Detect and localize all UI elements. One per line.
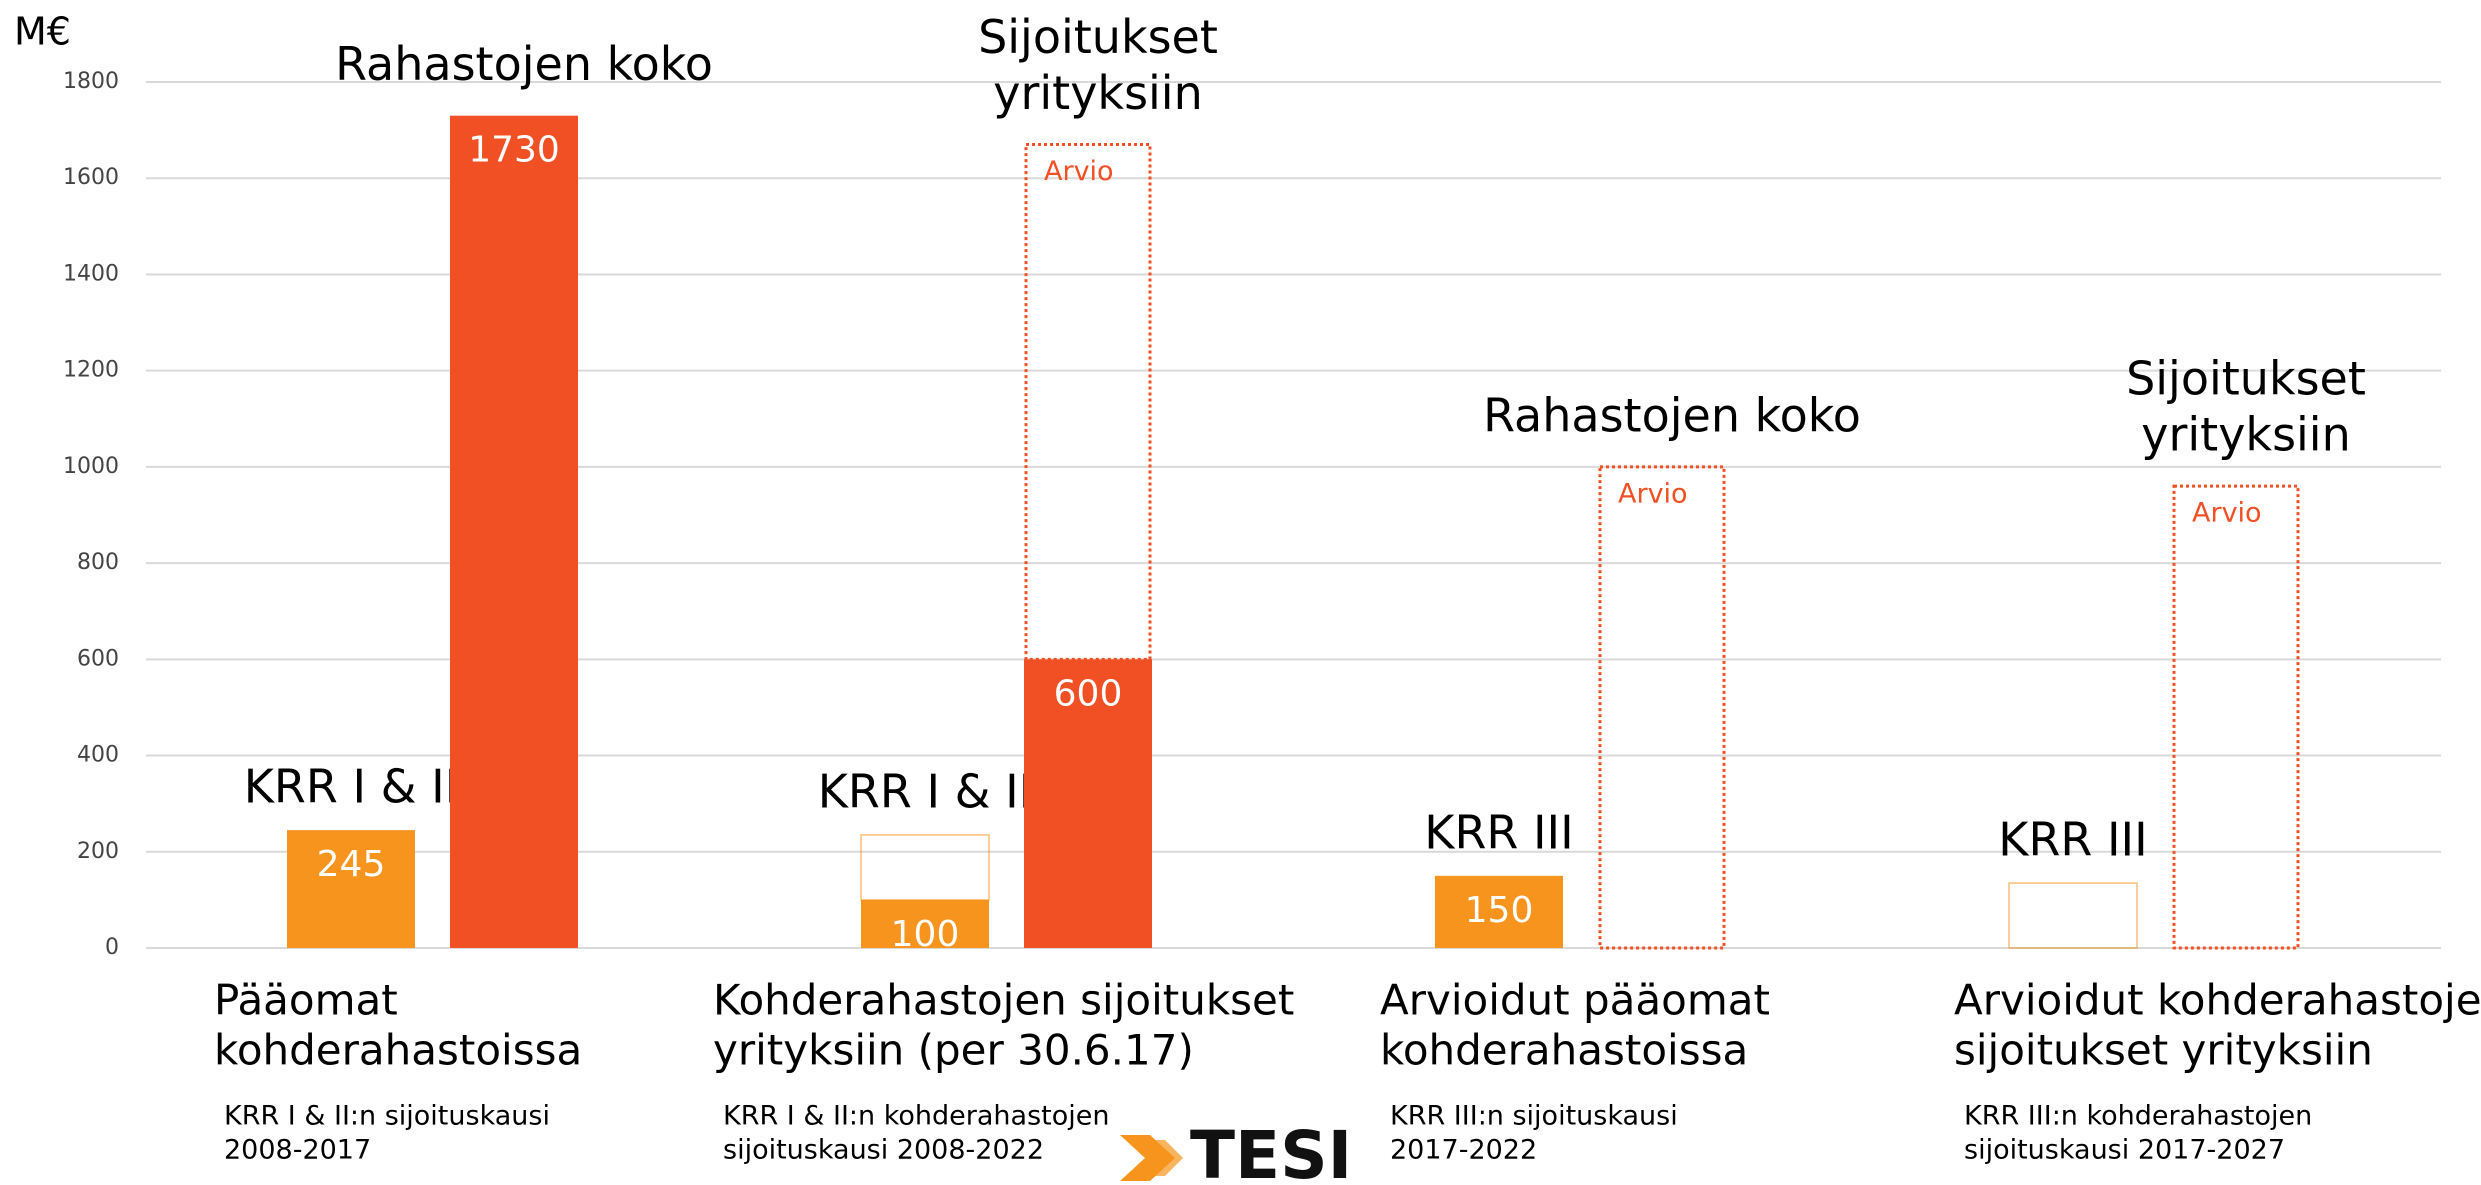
y-tick-label: 1400 — [63, 261, 119, 286]
bar-name: Sijoitukset — [2126, 352, 2366, 406]
y-tick-label: 200 — [77, 839, 119, 864]
category-note: KRR I & II:n kohderahastojen — [723, 1101, 1109, 1132]
bar-segment — [861, 899, 989, 948]
category-label: Kohderahastojen sijoitukset — [713, 976, 1294, 1025]
category-label: sijoitukset yrityksiin — [1954, 1026, 2373, 1075]
bar-name: KRR III — [1424, 805, 1573, 859]
category-label: Arvioidut kohderahastojen — [1954, 976, 2481, 1025]
category-note: sijoituskausi 2008-2022 — [723, 1135, 1044, 1166]
y-tick-label: 400 — [77, 743, 119, 768]
category-label: kohderahastoissa — [1380, 1026, 1748, 1075]
category-label: yrityksiin (per 30.6.17) — [713, 1026, 1194, 1075]
y-tick-label: 1600 — [63, 165, 119, 190]
category-note: sijoituskausi 2017-2027 — [1964, 1135, 2285, 1166]
category-label: Arvioidut pääomat — [1380, 976, 1770, 1025]
y-tick-label: 1200 — [63, 358, 119, 383]
y-tick-label: 600 — [77, 646, 119, 671]
logo-text: TESI — [1190, 1117, 1352, 1185]
bar-segment — [1024, 143, 1152, 661]
bar-segment — [1024, 659, 1152, 948]
y-tick-label: 1000 — [63, 454, 119, 479]
y-tick-label: 0 — [105, 935, 119, 960]
value-label: 600 — [1054, 673, 1123, 714]
value-label: 150 — [1465, 890, 1534, 931]
bar-segment — [860, 834, 990, 901]
y-axis-label: M€ — [14, 10, 71, 54]
value-label: 100 — [891, 914, 960, 955]
bar-segment — [450, 115, 578, 948]
category-note: 2008-2017 — [224, 1135, 371, 1166]
bar-name: Rahastojen koko — [1483, 388, 1861, 442]
bar-segment — [1598, 465, 1726, 950]
bar-name: KRR III — [1998, 813, 2147, 867]
bar-segment — [287, 830, 415, 948]
bar-segment — [2008, 882, 2138, 949]
y-tick-label: 1800 — [63, 69, 119, 94]
bar-name: KRR I & II — [244, 760, 459, 814]
bar-name: yrityksiin — [2141, 408, 2351, 462]
bar-name: KRR I & II — [818, 764, 1033, 818]
category-note: KRR III:n kohderahastojen — [1964, 1101, 2312, 1132]
bar-name: yrityksiin — [993, 66, 1203, 120]
category-note: 2017-2022 — [1390, 1135, 1537, 1166]
logo: TESI — [1120, 1117, 1352, 1185]
category-label: Pääomat — [214, 976, 398, 1025]
logo-chevron — [1150, 1140, 1183, 1176]
bar-segment — [2172, 484, 2300, 950]
bar-segment — [1435, 875, 1563, 948]
bar-name: Sijoitukset — [978, 10, 1218, 64]
category-label: kohderahastoissa — [214, 1026, 582, 1075]
category-note: KRR I & II:n sijoituskausi — [224, 1101, 550, 1132]
category-note: KRR III:n sijoituskausi — [1390, 1101, 1678, 1132]
value-label: 1730 — [468, 130, 560, 171]
estimate-label: Arvio — [2192, 498, 2262, 529]
estimate-label: Arvio — [1044, 156, 1114, 187]
y-tick-label: 800 — [77, 550, 119, 575]
value-label: 245 — [317, 844, 386, 885]
estimate-label: Arvio — [1618, 478, 1688, 509]
bar-name: Rahastojen koko — [335, 37, 713, 91]
